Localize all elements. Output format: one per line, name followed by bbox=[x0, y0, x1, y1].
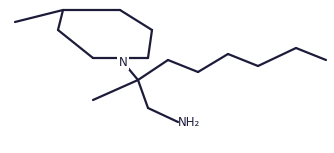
Text: N: N bbox=[119, 56, 127, 69]
Text: NH₂: NH₂ bbox=[178, 116, 200, 129]
